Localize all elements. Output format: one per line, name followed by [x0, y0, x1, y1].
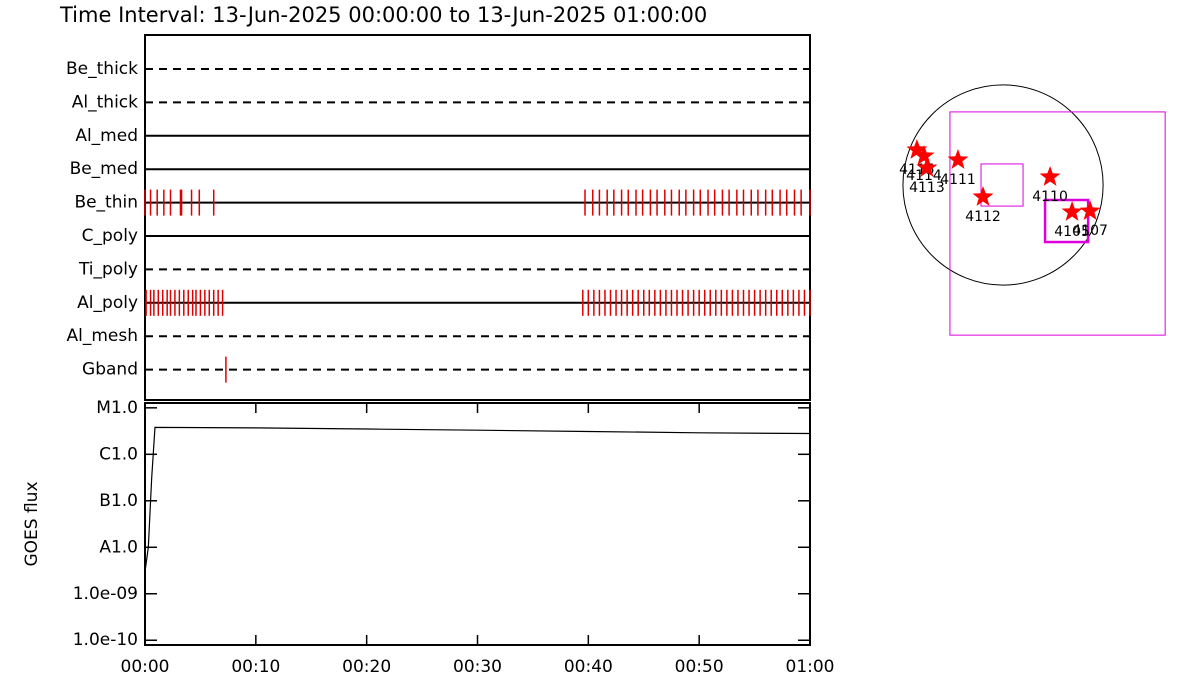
x-tick-label: 00:50	[675, 657, 724, 677]
x-tick-label: 00:40	[564, 657, 613, 677]
y-tick-label: A1.0	[99, 537, 138, 557]
active-region	[916, 157, 938, 177]
region-label: 4107	[1072, 223, 1108, 239]
goes-curve	[144, 426, 811, 572]
filter-label: C_poly	[82, 226, 138, 246]
active-region	[1061, 201, 1083, 221]
y-tick-label: 1.0e-10	[73, 630, 138, 650]
active-region	[1039, 166, 1061, 186]
filter-label: Be_thin	[74, 193, 138, 213]
y-tick-label: 1.0e-09	[73, 584, 138, 604]
fov-box	[980, 163, 1024, 207]
y-axis-label: GOES flux	[22, 481, 42, 566]
fov-box	[1043, 198, 1090, 244]
filter-label: Be_med	[70, 159, 138, 179]
region-label: 4113	[909, 180, 945, 196]
active-region	[913, 145, 935, 165]
active-region	[1079, 200, 1101, 220]
region-label: 4114	[906, 168, 942, 184]
x-tick-label: 00:10	[231, 657, 280, 677]
filter-label: Al_mesh	[66, 326, 138, 346]
filter-label: Al_poly	[77, 293, 138, 313]
fov-box	[949, 111, 1166, 336]
goes-frame	[144, 402, 811, 646]
filter-label: Al_med	[75, 126, 138, 146]
timeline-frame	[144, 34, 811, 401]
filter-label: Al_thick	[72, 92, 138, 112]
region-label: 4111	[940, 172, 976, 188]
filter-label: Gband	[82, 360, 138, 380]
y-tick-label: M1.0	[96, 398, 138, 418]
region-label: 4110	[1032, 189, 1068, 205]
x-tick-label: 00:20	[342, 657, 391, 677]
y-tick-label: B1.0	[99, 491, 138, 511]
x-tick-label: 01:00	[786, 657, 835, 677]
region-label: 4105	[1054, 224, 1090, 240]
filter-label: Be_thick	[66, 59, 138, 79]
active-region	[972, 186, 994, 206]
y-tick-label: C1.0	[99, 444, 138, 464]
chart-title: Time Interval: 13-Jun-2025 00:00:00 to 1…	[59, 3, 707, 27]
x-tick-label: 00:30	[453, 657, 502, 677]
x-tick-label: 00:00	[121, 657, 170, 677]
active-region	[906, 139, 928, 159]
active-region	[947, 149, 969, 169]
region-label: 4112	[965, 209, 1001, 225]
solar-limb	[902, 84, 1104, 286]
filter-label: Ti_poly	[78, 259, 138, 279]
